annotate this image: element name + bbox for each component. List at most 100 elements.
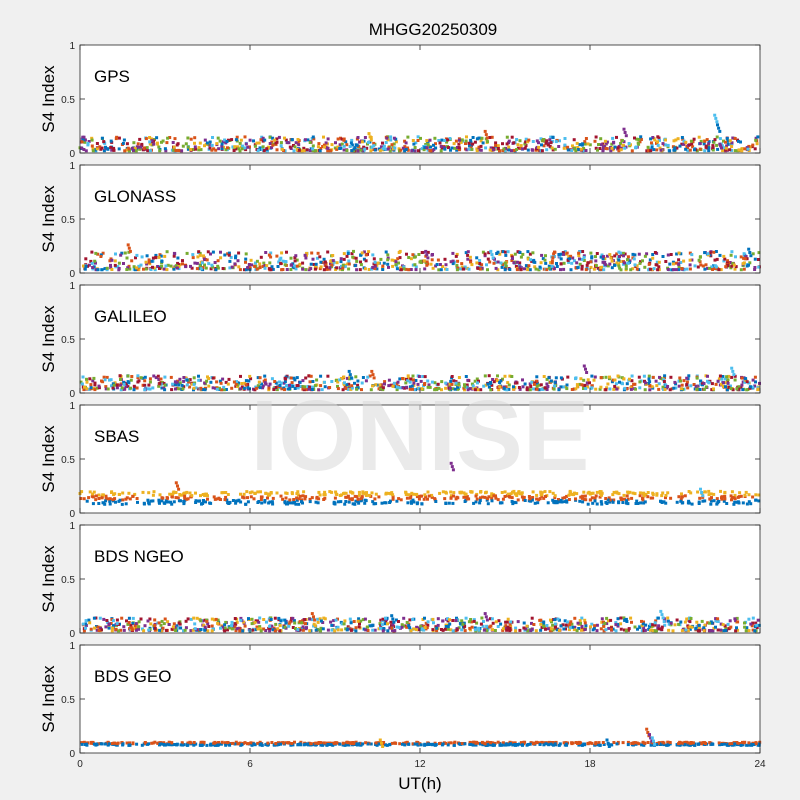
data-point [530, 498, 534, 502]
data-point [188, 385, 192, 389]
data-point [565, 620, 569, 624]
data-point [199, 267, 203, 271]
data-point [117, 267, 121, 270]
data-point [262, 261, 266, 265]
data-point [654, 379, 658, 383]
data-point [552, 500, 556, 504]
data-point [634, 502, 638, 505]
data-point [595, 629, 599, 633]
data-point [473, 626, 477, 630]
data-point [373, 260, 377, 264]
data-point [308, 497, 312, 501]
data-point [258, 386, 262, 390]
data-point [316, 251, 320, 255]
data-point [572, 387, 576, 391]
data-point [468, 387, 472, 391]
data-point [512, 385, 515, 389]
data-point [381, 629, 385, 633]
data-point [359, 619, 363, 623]
data-point [308, 385, 312, 389]
data-point [536, 501, 540, 505]
data-point [675, 146, 679, 150]
data-point [139, 263, 143, 267]
data-point [336, 380, 340, 384]
data-point [607, 496, 611, 500]
data-point [745, 257, 749, 261]
data-point [417, 497, 421, 501]
data-point [260, 495, 264, 499]
data-point [279, 141, 283, 145]
data-point [239, 618, 243, 622]
data-point [300, 621, 304, 625]
data-point [314, 500, 318, 504]
data-point [149, 137, 153, 141]
data-point [689, 491, 693, 495]
data-point [314, 262, 318, 266]
data-point [615, 387, 619, 391]
data-point [639, 501, 643, 505]
data-point [428, 138, 432, 142]
data-point [411, 742, 415, 746]
data-point [210, 263, 214, 267]
data-point [490, 135, 494, 139]
data-point [623, 386, 627, 390]
data-point [243, 146, 247, 150]
data-point [161, 496, 165, 500]
data-point [131, 622, 135, 625]
data-point [550, 261, 554, 265]
data-point [729, 494, 733, 498]
data-point [293, 264, 297, 268]
data-point [409, 629, 413, 633]
data-point [657, 268, 661, 272]
data-point [547, 266, 551, 270]
data-point [547, 264, 551, 268]
data-point [295, 376, 299, 380]
data-point [626, 502, 630, 506]
data-point [564, 385, 568, 389]
data-point [330, 490, 334, 494]
data-point [356, 149, 360, 153]
data-point [149, 499, 153, 503]
data-point [221, 267, 225, 270]
data-point [626, 497, 630, 501]
data-point [444, 491, 448, 495]
data-point [641, 496, 644, 500]
data-point [725, 388, 729, 392]
data-point [677, 258, 681, 262]
data-point [359, 260, 362, 264]
data-point [741, 380, 745, 384]
data-point [516, 498, 520, 502]
data-point [210, 143, 214, 147]
data-point [234, 501, 238, 505]
data-point [548, 144, 552, 148]
data-point [159, 623, 163, 627]
data-point [436, 623, 440, 627]
data-point [233, 262, 237, 266]
data-point [277, 616, 281, 620]
data-point [608, 498, 612, 502]
data-point [549, 379, 553, 383]
spike-point [748, 251, 752, 254]
data-point [101, 251, 105, 255]
data-point [592, 378, 596, 382]
data-point [224, 388, 228, 391]
data-point [625, 620, 629, 623]
data-point [575, 385, 579, 389]
data-point [374, 383, 378, 387]
data-point [518, 265, 522, 269]
data-point [345, 143, 349, 147]
data-point [243, 741, 247, 745]
data-point [246, 500, 250, 504]
data-point [170, 493, 174, 496]
data-point [411, 498, 415, 502]
data-point [87, 140, 91, 143]
data-point [596, 148, 599, 152]
data-point [371, 500, 375, 504]
data-point [221, 625, 225, 629]
data-point [719, 144, 723, 148]
data-point [663, 623, 667, 627]
data-point [711, 387, 715, 391]
data-point [117, 136, 121, 140]
data-point [297, 148, 301, 152]
data-point [742, 376, 746, 380]
